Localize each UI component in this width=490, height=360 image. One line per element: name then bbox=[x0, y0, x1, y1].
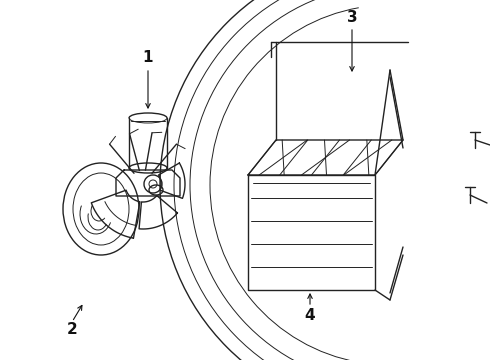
Text: 2: 2 bbox=[67, 323, 77, 338]
Text: 1: 1 bbox=[143, 50, 153, 66]
Text: 4: 4 bbox=[305, 307, 315, 323]
Text: 3: 3 bbox=[347, 10, 357, 26]
